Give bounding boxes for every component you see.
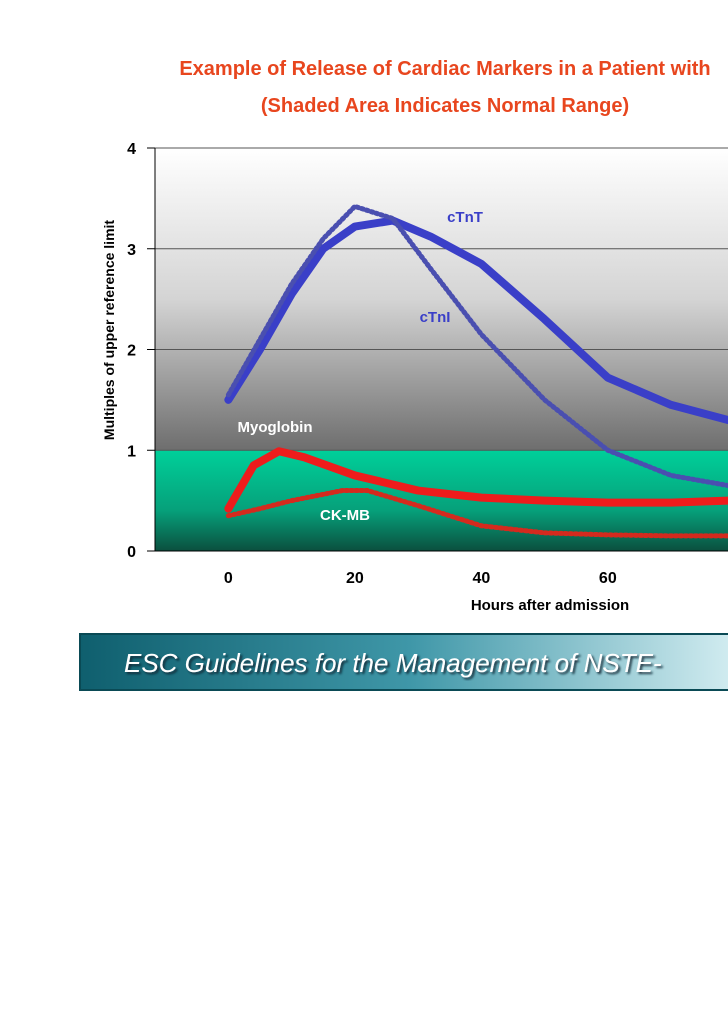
y-tick-label: 1 <box>127 443 136 460</box>
x-tick-label: 0 <box>224 570 233 587</box>
chart-subtitle: (Shaded Area Indicates Normal Range) <box>261 95 629 117</box>
series-label: CK-MB <box>320 507 370 524</box>
series-label: cTnI <box>420 309 451 326</box>
y-tick-label: 4 <box>127 141 136 158</box>
series-label: Myoglobin <box>238 419 313 436</box>
y-axis-label: Multiples of upper reference limit <box>101 220 117 440</box>
x-tick-label: 60 <box>599 570 617 587</box>
y-tick-label: 2 <box>127 343 136 360</box>
x-axis-label: Hours after admission <box>471 597 629 614</box>
series-line <box>224 447 728 513</box>
footer-banner <box>79 633 728 691</box>
series-label: cTnT <box>447 209 483 226</box>
series-line <box>224 216 728 425</box>
footer-text: ESC Guidelines for the Management of NST… <box>124 648 662 678</box>
series-line <box>225 488 728 539</box>
chart-title: Example of Release of Cardiac Markers in… <box>179 58 710 80</box>
x-tick-label: 40 <box>472 570 490 587</box>
upper-background <box>155 148 728 451</box>
series-line <box>225 203 728 489</box>
y-tick-label: 0 <box>127 544 136 561</box>
y-tick-label: 3 <box>127 242 136 259</box>
x-tick-label: 20 <box>346 570 364 587</box>
